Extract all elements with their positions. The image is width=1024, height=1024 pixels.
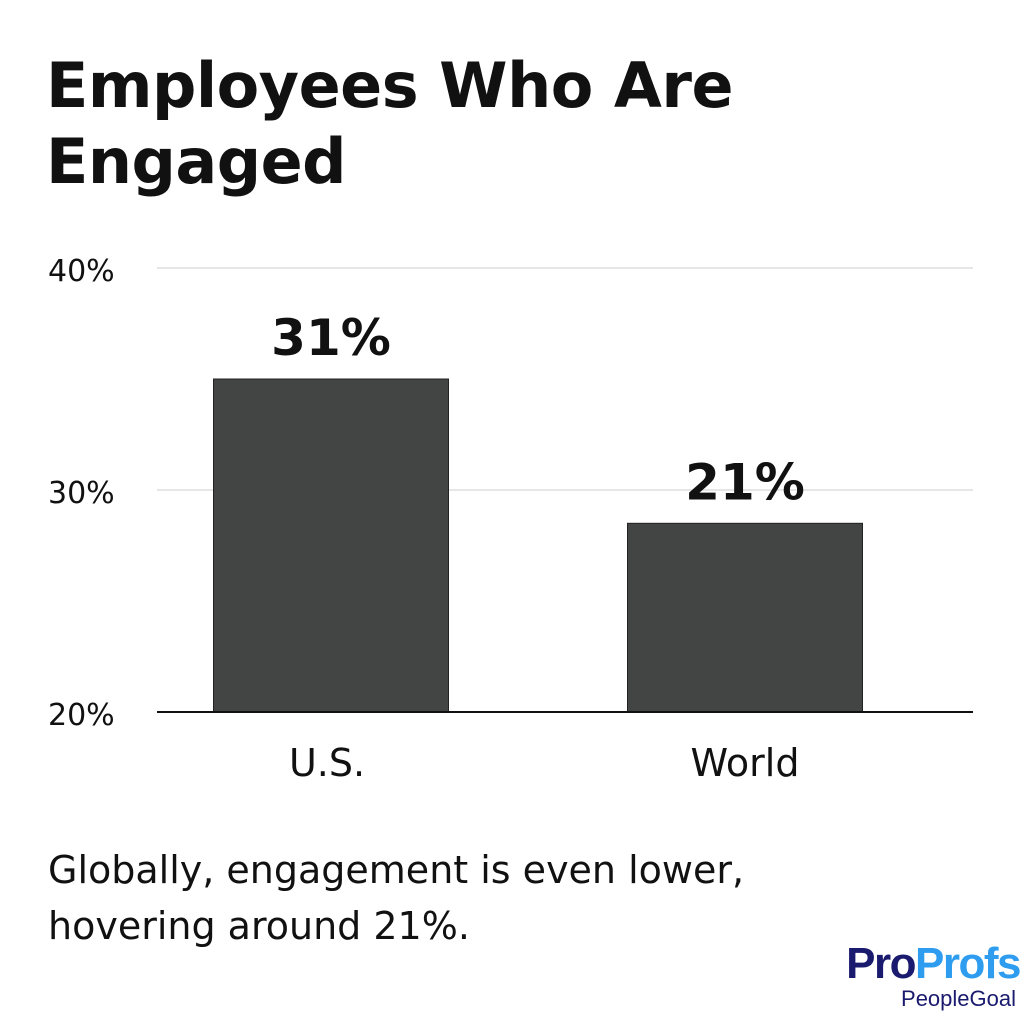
data-label: 31% xyxy=(271,309,391,367)
chart-title: Employees Who Are Engaged xyxy=(46,49,734,198)
x-tick-label: World xyxy=(691,741,800,785)
y-tick-label: 20% xyxy=(48,698,115,733)
proprofs-logo: ProProfs PeopleGoal xyxy=(822,939,1021,1012)
x-tick-label: U.S. xyxy=(289,741,365,785)
data-label: 21% xyxy=(685,453,805,511)
logo-subtitle: PeopleGoal xyxy=(901,986,1016,1011)
bar-us xyxy=(213,378,449,713)
chart-caption: Globally, engagement is even lower, hove… xyxy=(48,848,745,948)
bar-world xyxy=(627,522,863,713)
logo-pro: Pro xyxy=(846,939,916,988)
logo-profs: Profs xyxy=(915,939,1021,988)
y-tick-label: 30% xyxy=(48,476,115,511)
y-tick-label: 40% xyxy=(48,254,115,289)
